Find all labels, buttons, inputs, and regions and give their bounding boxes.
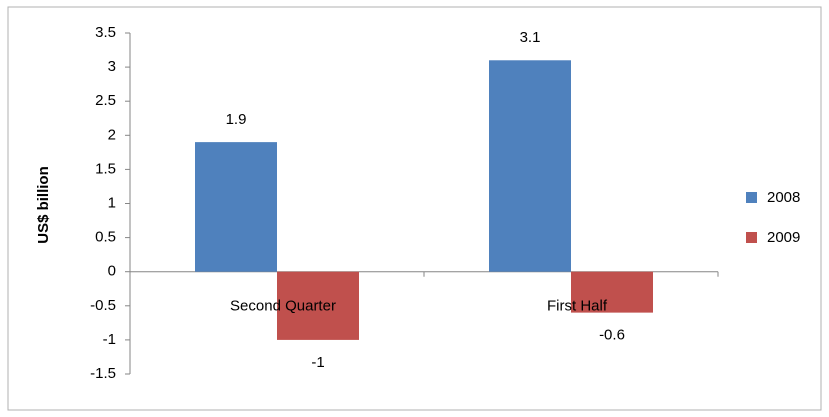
y-tick-label: 1.5 — [95, 160, 116, 177]
y-tick-label: 1 — [108, 194, 116, 211]
data-label: -0.6 — [599, 327, 625, 344]
legend-label: 2008 — [767, 189, 800, 206]
y-tick-label: 2 — [108, 126, 116, 143]
legend-label: 2009 — [767, 229, 800, 246]
y-axis-label: US$ billion — [35, 166, 52, 244]
y-tick-label: 2.5 — [95, 92, 116, 109]
bar — [489, 60, 571, 272]
data-label: -1 — [311, 354, 324, 371]
y-tick-label: 0.5 — [95, 229, 116, 246]
data-label: 3.1 — [520, 29, 541, 46]
bar — [277, 271, 359, 340]
bar — [195, 142, 277, 272]
chart-border — [7, 6, 822, 411]
y-tick-label: 3 — [108, 58, 116, 75]
x-tick-label: Second Quarter — [230, 298, 336, 315]
y-tick-label: -1.5 — [90, 365, 116, 382]
bar — [571, 271, 653, 313]
y-tick-label: -1 — [103, 331, 116, 348]
y-tick-label: 3.5 — [95, 24, 116, 41]
y-tick-label: 0 — [108, 263, 116, 280]
x-tick-label: First Half — [547, 298, 608, 315]
y-tick-label: -0.5 — [90, 297, 116, 314]
legend-swatch — [746, 192, 757, 203]
data-label: 1.9 — [226, 111, 247, 128]
legend-swatch — [746, 232, 757, 243]
